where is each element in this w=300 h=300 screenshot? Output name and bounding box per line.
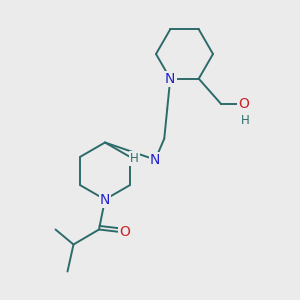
Text: N: N <box>100 193 110 206</box>
Text: H: H <box>241 114 250 127</box>
Text: H: H <box>130 152 139 165</box>
Text: O: O <box>238 97 249 111</box>
Text: N: N <box>150 153 160 167</box>
Text: N: N <box>165 72 175 86</box>
Text: O: O <box>119 226 130 239</box>
